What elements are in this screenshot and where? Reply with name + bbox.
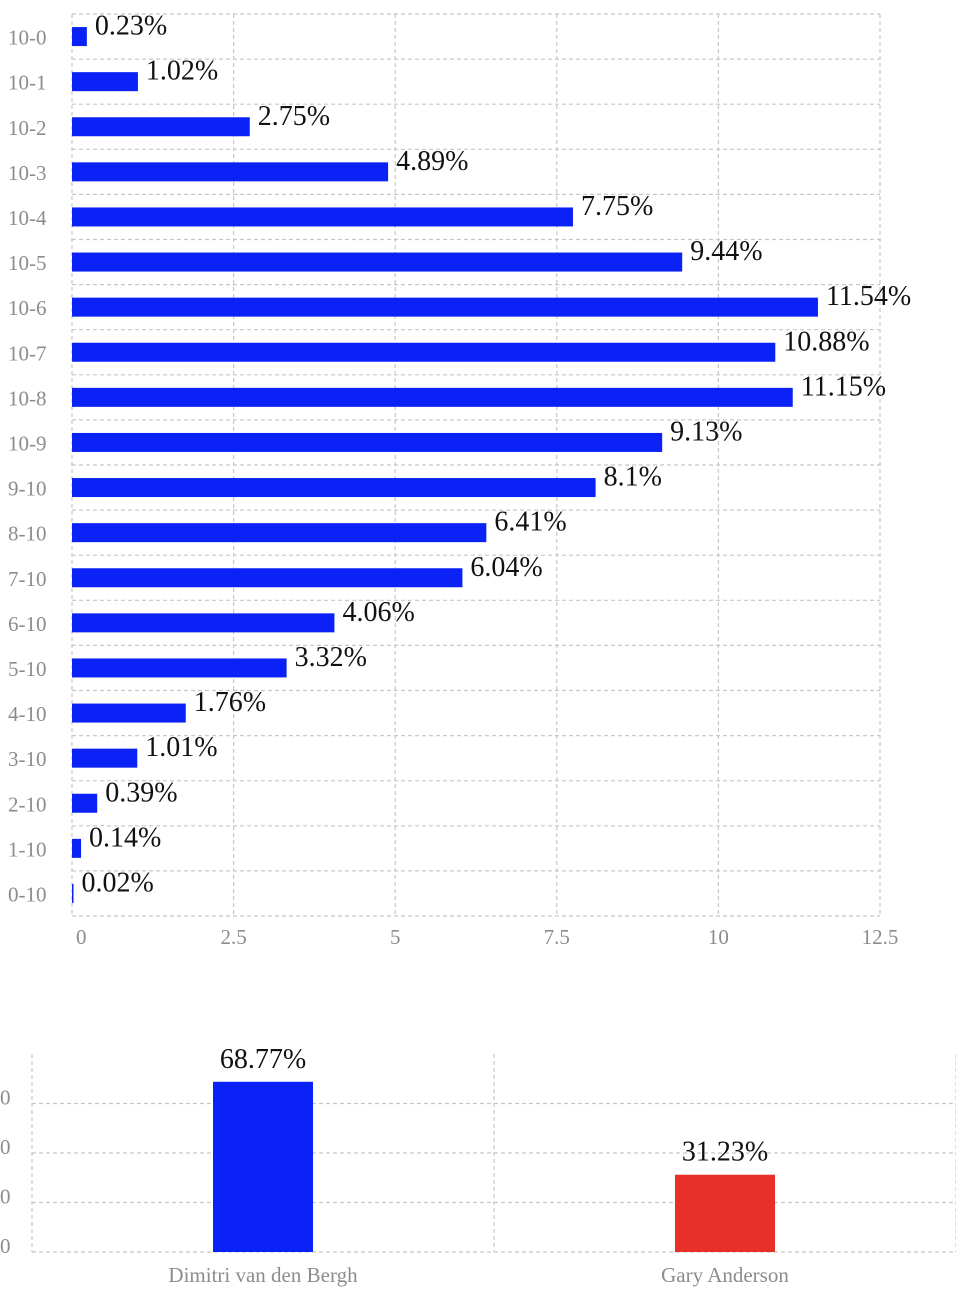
data-label: 8.1% — [604, 462, 662, 493]
bar — [72, 72, 138, 92]
category-label: 4-10 — [8, 702, 47, 726]
category-label: 2-10 — [8, 792, 47, 816]
category-label: 10-9 — [8, 431, 47, 455]
data-label: 0.14% — [89, 822, 161, 853]
bar — [72, 432, 663, 452]
data-label: 6.41% — [494, 507, 566, 538]
bar — [72, 613, 335, 633]
bar — [72, 793, 98, 813]
x-tick-label: 12.5 — [862, 925, 899, 949]
data-label: 1.01% — [145, 732, 217, 763]
score-distribution-chart: 0 2.5 5 7.5 10 12.5 10-0 0.23% 10-1 1.02% 10-2 2.75… — [8, 11, 911, 949]
data-label: 3.32% — [295, 642, 367, 673]
x-tick-label: 7.5 — [544, 925, 570, 949]
category-label: 1-10 — [8, 837, 47, 861]
category-label: 10-7 — [8, 341, 47, 365]
data-label: 1.02% — [146, 56, 218, 87]
bar — [675, 1174, 775, 1252]
data-label: 9.13% — [670, 416, 742, 447]
bar — [72, 162, 389, 182]
bar — [72, 658, 287, 678]
data-label: 11.15% — [801, 371, 886, 402]
data-label: 68.77% — [220, 1044, 306, 1075]
bar — [72, 748, 138, 768]
data-label: 31.23% — [682, 1137, 768, 1168]
bar — [213, 1081, 313, 1252]
bar — [72, 523, 487, 543]
y-tick-label: 0 — [0, 1185, 11, 1209]
category-label: 10-2 — [8, 116, 47, 140]
category-label: 6-10 — [8, 612, 47, 636]
x-tick-label: 2.5 — [220, 925, 246, 949]
bar — [72, 342, 776, 362]
category-label: 3-10 — [8, 747, 47, 771]
bar — [72, 297, 818, 317]
y-tick-label: 0 — [0, 1135, 11, 1159]
category-label: 5-10 — [8, 657, 47, 681]
bar — [72, 883, 74, 903]
data-label: 9.44% — [690, 236, 762, 267]
bar — [72, 117, 250, 137]
y-tick-label: 0 — [0, 1086, 11, 1110]
y-tick-label: 0 — [0, 1234, 11, 1258]
data-label: 0.39% — [105, 777, 177, 808]
data-label: 6.04% — [470, 552, 542, 583]
data-label: 1.76% — [194, 687, 266, 718]
data-label: 11.54% — [826, 281, 911, 312]
bar — [72, 478, 596, 498]
data-label: 0.02% — [82, 867, 154, 898]
category-label: 7-10 — [8, 567, 47, 591]
bar — [72, 252, 683, 272]
category-label: 9-10 — [8, 477, 47, 501]
data-label: 10.88% — [783, 326, 869, 357]
bar — [72, 568, 463, 588]
category-label: 10-5 — [8, 251, 47, 275]
bar — [72, 387, 793, 407]
category-label: Gary Anderson — [661, 1263, 789, 1287]
category-label: 10-8 — [8, 386, 47, 410]
data-label: 2.75% — [258, 101, 330, 132]
x-tick-label: 5 — [390, 925, 401, 949]
bar — [72, 207, 573, 227]
win-probability-chart: 0 0 0 0 68.77% Dimitri van den Bergh 31.23% Gar… — [0, 1044, 956, 1287]
category-label: 10-1 — [8, 71, 47, 95]
x-tick-label: 10 — [708, 925, 729, 949]
data-label: 4.06% — [342, 597, 414, 628]
category-label: 10-4 — [8, 206, 47, 230]
data-label: 4.89% — [396, 146, 468, 177]
bar — [72, 703, 186, 723]
x-tick-label: 0 — [76, 925, 87, 949]
data-label: 7.75% — [581, 191, 653, 222]
category-label: 8-10 — [8, 522, 47, 546]
category-label: 10-0 — [8, 26, 47, 50]
category-label: 0-10 — [8, 882, 47, 906]
category-label: Dimitri van den Bergh — [168, 1263, 358, 1287]
bar — [72, 838, 82, 858]
bar — [72, 27, 87, 47]
data-label: 0.23% — [95, 11, 167, 42]
category-label: 10-3 — [8, 161, 47, 185]
category-label: 10-6 — [8, 296, 47, 320]
